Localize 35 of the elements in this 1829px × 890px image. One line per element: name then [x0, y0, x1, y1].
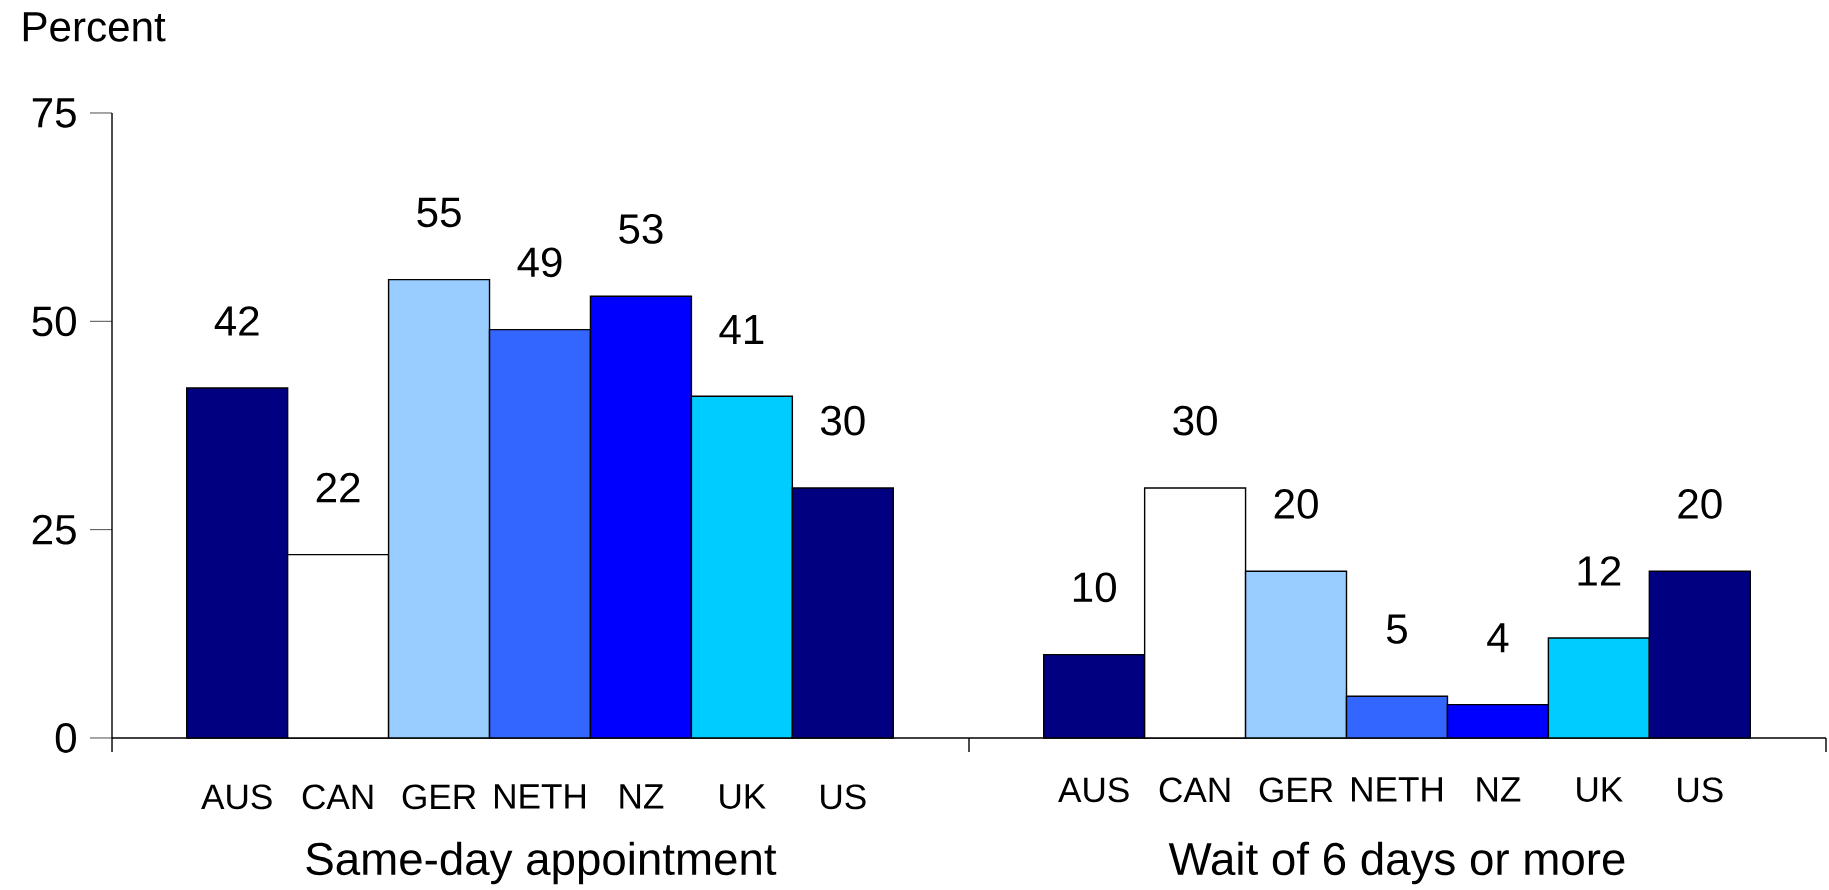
x-tick-label: UK: [1577, 777, 1623, 802]
x-tick-label: CAN: [302, 784, 373, 810]
x-tick-label: CAN: [1159, 777, 1230, 803]
y-tick-label: 0: [55, 723, 76, 753]
data-label: 5: [1386, 614, 1407, 644]
data-label: 30: [820, 405, 865, 436]
y-tick-label: 50: [32, 306, 76, 337]
data-label: 4: [1487, 623, 1509, 653]
x-tick-label: GER: [1259, 777, 1333, 803]
x-tick-label: NZ: [1477, 777, 1521, 802]
data-label: 42: [214, 306, 259, 336]
data-label: 55: [417, 197, 461, 228]
data-label: 30: [1173, 405, 1217, 436]
x-tick-label: UK: [720, 784, 766, 809]
x-tick-label: NZ: [620, 784, 664, 809]
x-tick-label: AUS: [1058, 777, 1129, 803]
y-tick-label: 75: [32, 98, 76, 128]
data-label: 53: [619, 214, 663, 244]
data-label: 20: [1678, 489, 1722, 519]
y-tick-label: 25: [32, 514, 76, 545]
x-tick-label: US: [821, 784, 866, 810]
x-tick-label: NETH: [1352, 777, 1442, 802]
x-tick-label: AUS: [201, 784, 272, 810]
data-label: 10: [1073, 572, 1116, 603]
data-label: 20: [1274, 489, 1318, 519]
data-label: 12: [1578, 556, 1621, 586]
x-axis-title: Same-day appointment: [306, 841, 777, 885]
x-tick-label: GER: [402, 784, 476, 810]
x-axis-title: Wait of 6 days or more: [1168, 841, 1625, 885]
data-label: 22: [316, 472, 360, 503]
data-label: 49: [517, 247, 562, 278]
y-axis-title: Percent: [23, 12, 166, 42]
data-label: 41: [719, 314, 764, 344]
x-tick-label: US: [1678, 777, 1723, 803]
x-tick-label: NETH: [495, 784, 585, 809]
